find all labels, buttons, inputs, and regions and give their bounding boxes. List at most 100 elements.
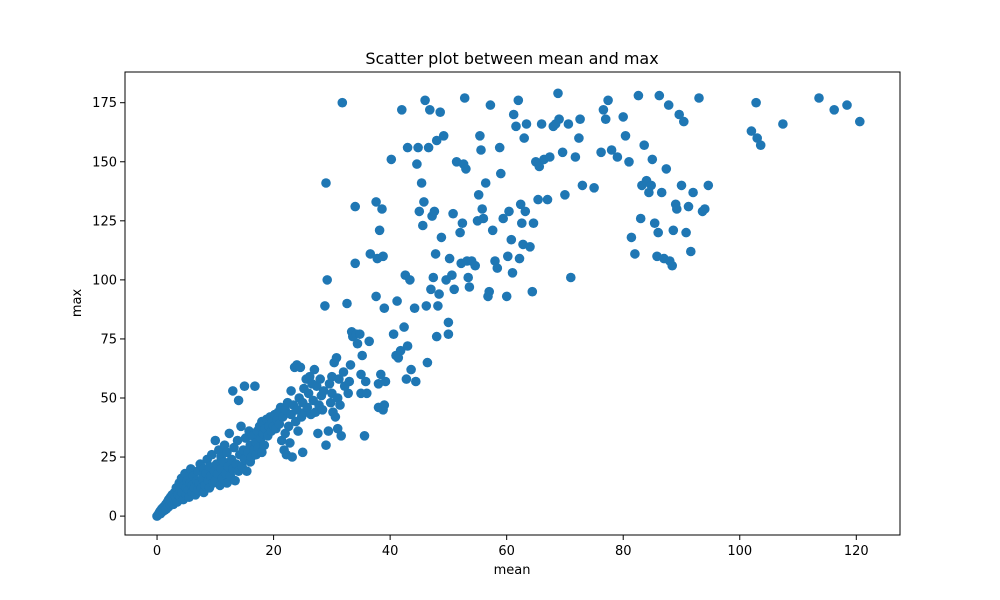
data-point [686, 246, 696, 257]
data-point [656, 187, 667, 198]
data-point [303, 388, 314, 399]
data-point [230, 475, 240, 486]
data-point [323, 426, 334, 436]
data-point [352, 338, 363, 349]
data-point [334, 374, 344, 384]
data-point [478, 213, 489, 224]
data-point [694, 93, 704, 103]
data-point [377, 204, 387, 214]
data-point [259, 440, 270, 451]
data-point [484, 286, 495, 297]
data-point [414, 206, 425, 217]
data-point [356, 369, 366, 380]
data-point [321, 178, 331, 188]
x-tick-label: 60 [498, 544, 515, 559]
data-point [475, 131, 485, 141]
data-point [668, 225, 679, 236]
data-point [443, 317, 454, 328]
data-point [355, 329, 365, 340]
data-point [431, 331, 442, 342]
chart-title: Scatter plot between mean and max [365, 49, 658, 68]
data-point [313, 428, 323, 439]
data-point [229, 442, 239, 453]
data-point [401, 374, 412, 384]
data-point [663, 100, 674, 110]
data-point [222, 447, 232, 458]
data-point [511, 121, 521, 132]
data-point [459, 93, 470, 103]
data-point [504, 206, 514, 217]
data-point [464, 282, 475, 292]
data-point [525, 242, 535, 252]
data-point [589, 183, 599, 193]
data-point [359, 431, 370, 441]
data-point [280, 428, 291, 439]
data-point [521, 119, 532, 129]
data-point [449, 284, 460, 295]
data-point [570, 152, 581, 162]
data-point [630, 249, 640, 259]
y-axis-label: max [70, 289, 85, 318]
data-point [379, 400, 390, 410]
data-point [527, 286, 538, 297]
data-point [676, 180, 687, 191]
data-point [318, 386, 329, 396]
data-point [364, 336, 375, 347]
data-point [463, 272, 474, 283]
data-point [654, 90, 665, 101]
y-tick-label: 175 [92, 96, 117, 111]
data-point [416, 178, 427, 188]
data-point [503, 251, 513, 262]
plot-frame [124, 71, 901, 536]
data-point [402, 341, 413, 351]
data-point [624, 157, 634, 167]
data-point [274, 419, 285, 429]
x-tick-label: 40 [382, 544, 399, 559]
data-point [297, 447, 308, 458]
data-point [513, 95, 524, 106]
data-point [418, 220, 428, 231]
data-point [507, 268, 518, 278]
data-point [575, 114, 585, 124]
data-point [755, 140, 766, 150]
data-point [283, 421, 294, 432]
data-point [325, 397, 336, 408]
data-point [672, 204, 682, 214]
data-point [554, 114, 564, 124]
data-point [409, 303, 420, 314]
data-point [557, 147, 568, 158]
data-point [428, 272, 439, 283]
data-point [434, 289, 444, 299]
data-point [492, 263, 503, 273]
data-point [350, 201, 361, 212]
data-point [633, 90, 644, 101]
data-point [603, 95, 613, 106]
data-point [600, 114, 611, 124]
data-point [315, 374, 326, 384]
data-point [435, 107, 446, 117]
data-point [287, 452, 298, 462]
data-point [420, 95, 430, 106]
data-point [210, 435, 221, 446]
data-point [508, 109, 519, 120]
data-point [517, 218, 527, 228]
y-tick-label: 150 [92, 155, 117, 170]
data-point [455, 227, 465, 238]
data-point [405, 275, 415, 285]
data-point [336, 431, 347, 441]
data-point [379, 303, 390, 314]
data-point [667, 260, 677, 271]
data-point [421, 301, 432, 311]
data-point [647, 154, 658, 165]
data-point [365, 249, 376, 259]
data-point [338, 367, 349, 377]
data-point [506, 234, 517, 245]
data-point [406, 364, 416, 375]
data-point [413, 142, 423, 153]
data-point [683, 201, 694, 212]
data-point [332, 423, 343, 434]
data-point [553, 88, 563, 99]
data-point [423, 142, 434, 153]
data-point [515, 199, 526, 210]
